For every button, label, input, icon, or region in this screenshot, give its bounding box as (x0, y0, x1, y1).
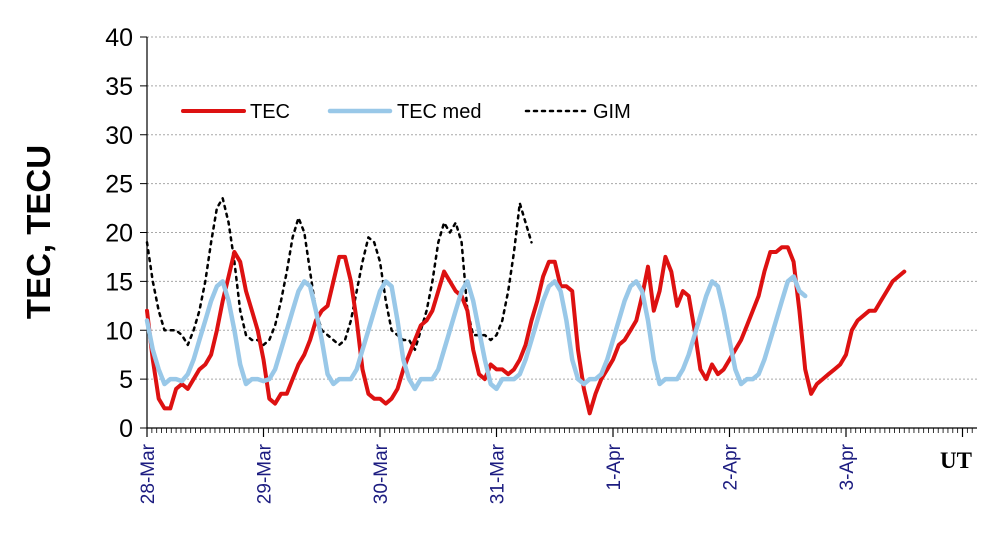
x-tick-label: 29-Mar (255, 443, 276, 504)
legend-label-gim: GIM (593, 101, 631, 123)
x-tick-label: 3-Apr (837, 443, 858, 490)
y-tick-label: 40 (105, 24, 133, 52)
x-axis-title: UT (940, 448, 972, 473)
y-axis-title: TEC, TECU (20, 145, 57, 319)
x-tick-label: 1-Apr (604, 443, 625, 490)
y-tick-label: 30 (105, 122, 133, 150)
y-tick-label: 0 (119, 415, 133, 443)
y-tick-label: 15 (105, 268, 133, 296)
y-tick-label: 10 (105, 317, 133, 345)
y-tick-label: 35 (105, 73, 133, 101)
series-line-tec (145, 245, 907, 416)
series-line-gim (145, 197, 533, 352)
x-tick-label: 2-Apr (721, 443, 742, 490)
y-tick-labels: 0 5 10 15 20 25 30 35 40 (105, 24, 133, 443)
y-tick-label: 5 (119, 366, 133, 394)
x-tick-label: 30-Mar (371, 443, 392, 504)
x-tick-label: 31-Mar (488, 443, 509, 504)
series-line-tec-med (144, 274, 808, 392)
legend: TEC TEC med GIM (181, 101, 631, 123)
data-series (144, 197, 907, 416)
legend-label-tec: TEC (250, 101, 290, 123)
x-tick-labels: 28-Mar 29-Mar 30-Mar 31-Mar 1-Apr 2-Apr 3-Apr (138, 443, 858, 504)
axes (140, 36, 977, 437)
y-tick-label: 25 (105, 171, 133, 199)
x-tick-label: 28-Mar (138, 443, 159, 504)
y-tick-label: 20 (105, 220, 133, 248)
legend-label-tec-med: TEC med (397, 101, 481, 123)
